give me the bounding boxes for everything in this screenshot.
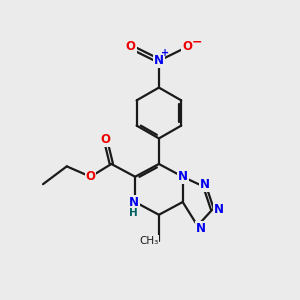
Text: H: H [129,208,138,218]
Text: O: O [182,40,192,53]
Text: N: N [178,170,188,183]
Text: +: + [161,48,169,59]
Text: N: N [196,222,206,235]
Text: N: N [154,54,164,67]
Text: N: N [200,178,210,191]
Text: O: O [85,170,96,183]
Text: −: − [191,35,202,48]
Text: O: O [100,133,110,146]
Text: CH₃: CH₃ [139,236,158,246]
Text: O: O [126,40,136,53]
Text: N: N [129,196,139,208]
Text: N: N [214,203,224,216]
